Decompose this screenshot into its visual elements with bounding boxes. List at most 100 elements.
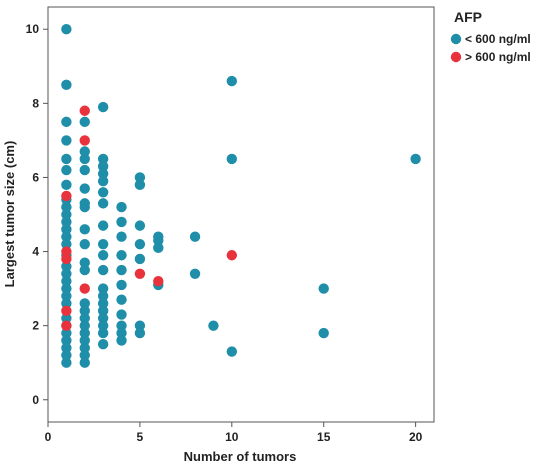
point-afp-low <box>97 313 109 324</box>
point-afp-low <box>61 116 72 128</box>
point-afp-high <box>79 105 90 116</box>
point-afp-low <box>79 327 90 339</box>
point-afp-high <box>134 268 146 279</box>
point-afp-low <box>97 320 109 331</box>
legend-marker <box>450 51 462 63</box>
point-afp-low <box>116 279 127 291</box>
point-afp-low <box>116 335 127 346</box>
y-tick-label: 8 <box>32 96 39 110</box>
legend-label: > 600 ng/ml <box>465 50 531 64</box>
point-afp-low <box>61 179 72 191</box>
point-afp-low <box>116 201 127 213</box>
point-afp-high <box>61 246 72 257</box>
point-afp-high <box>61 190 72 202</box>
x-tick-label: 20 <box>409 430 423 444</box>
point-afp-low <box>97 305 109 317</box>
point-afp-low <box>97 338 109 350</box>
point-afp-low <box>61 231 72 242</box>
point-afp-low <box>134 238 146 250</box>
point-afp-low <box>61 135 72 146</box>
point-afp-low <box>61 313 72 324</box>
point-afp-high <box>153 275 164 287</box>
point-afp-low <box>79 298 90 309</box>
point-afp-low <box>61 298 72 309</box>
point-afp-low <box>97 220 109 231</box>
point-afp-low <box>61 335 72 346</box>
x-tick-label: 15 <box>317 430 331 444</box>
point-afp-low <box>79 305 90 317</box>
point-afp-low <box>79 183 90 194</box>
point-afp-low <box>97 168 109 179</box>
point-afp-high <box>79 135 90 146</box>
y-tick-label: 4 <box>32 245 39 259</box>
point-afp-low <box>134 320 146 331</box>
y-tick-label: 6 <box>32 170 39 184</box>
y-tick-label: 10 <box>26 22 40 36</box>
point-afp-low <box>61 224 72 235</box>
point-afp-low <box>79 257 90 268</box>
point-afp-low <box>318 327 329 339</box>
x-axis-title: Number of tumors <box>184 449 297 464</box>
point-afp-low <box>61 153 72 165</box>
y-axis: 0 2 4 6 8 10 <box>26 22 48 407</box>
plot-area <box>47 6 435 423</box>
y-tick-label: 0 <box>32 393 39 407</box>
point-afp-low <box>97 264 109 276</box>
data-points <box>61 24 421 368</box>
point-afp-low <box>226 153 238 165</box>
point-afp-low <box>97 187 109 198</box>
point-afp-low <box>61 268 72 279</box>
x-tick-label: 10 <box>225 430 239 444</box>
point-afp-low <box>79 342 90 354</box>
legend-title: AFP <box>454 9 482 25</box>
point-afp-low <box>61 79 72 91</box>
y-tick-label: 2 <box>32 319 39 333</box>
point-afp-low <box>61 350 72 361</box>
point-afp-low <box>97 290 109 302</box>
point-afp-low <box>116 320 127 331</box>
point-afp-high <box>79 283 90 294</box>
point-afp-high <box>61 305 72 317</box>
point-afp-low <box>61 164 72 176</box>
x-axis: 0 5 10 15 20 <box>45 422 423 444</box>
point-afp-low <box>189 231 201 242</box>
point-afp-low <box>79 335 90 346</box>
point-afp-low <box>97 327 109 339</box>
point-afp-low <box>79 238 90 250</box>
legend-marker <box>450 33 462 45</box>
point-afp-low <box>134 172 146 183</box>
point-afp-low <box>61 275 72 287</box>
point-afp-low <box>134 220 146 231</box>
y-axis-title: Largest tumor size (cm) <box>2 141 17 288</box>
point-afp-low <box>61 201 72 213</box>
point-afp-low <box>97 298 109 309</box>
point-afp-low <box>134 253 146 265</box>
point-afp-low <box>97 283 109 294</box>
point-afp-low <box>116 264 127 276</box>
point-afp-low <box>79 201 90 213</box>
point-afp-low <box>208 320 219 331</box>
point-afp-low <box>79 313 90 324</box>
point-afp-low <box>116 216 127 228</box>
point-afp-low <box>116 327 127 339</box>
point-afp-low <box>134 327 146 339</box>
point-afp-low <box>97 250 109 261</box>
point-afp-high <box>61 320 72 331</box>
point-afp-low <box>97 198 109 209</box>
point-afp-low <box>79 164 90 176</box>
point-afp-low <box>61 327 72 339</box>
point-afp-low <box>79 224 90 235</box>
legend-label: < 600 ng/ml <box>465 32 531 46</box>
point-afp-low <box>134 179 146 191</box>
point-afp-low <box>61 209 72 220</box>
point-afp-low <box>79 350 90 361</box>
legend: AFP < 600 ng/ml > 600 ng/ml <box>450 9 531 64</box>
point-afp-low <box>116 231 127 242</box>
point-afp-low <box>153 235 164 246</box>
x-tick-label: 0 <box>45 430 52 444</box>
point-afp-low <box>318 283 329 294</box>
point-afp-low <box>61 283 72 294</box>
point-afp-low <box>410 153 421 165</box>
point-afp-high <box>61 253 72 265</box>
